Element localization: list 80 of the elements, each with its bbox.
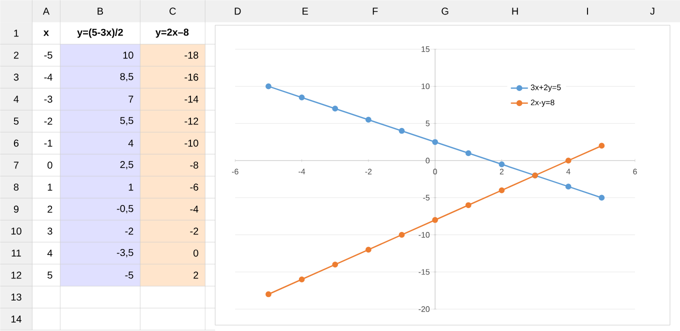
text: -4 xyxy=(44,74,52,81)
text: 12 xyxy=(11,272,22,279)
point xyxy=(298,276,305,282)
text: 3 xyxy=(48,228,52,235)
text: 1 xyxy=(48,184,52,191)
text: -2 xyxy=(125,228,134,235)
text: -12 xyxy=(184,118,198,125)
text: -18 xyxy=(184,52,198,59)
text: 7 xyxy=(14,162,18,169)
point xyxy=(298,94,305,100)
point xyxy=(598,142,605,149)
point xyxy=(498,161,505,168)
text: y=(5-3x)/2 xyxy=(77,28,123,38)
text: C xyxy=(170,8,176,15)
text: D xyxy=(234,8,241,15)
text: -6 xyxy=(190,184,198,191)
text: 0 xyxy=(48,162,52,169)
text: -3,5 xyxy=(116,248,134,258)
text: 0 xyxy=(193,250,198,257)
point xyxy=(465,150,472,156)
text: 3 xyxy=(14,74,19,81)
text: -2 xyxy=(190,228,198,235)
text: 10 xyxy=(11,228,22,235)
text: I xyxy=(587,8,588,15)
text: 7 xyxy=(128,96,134,103)
text: 4 xyxy=(47,250,52,256)
point xyxy=(266,83,272,90)
point xyxy=(266,291,272,298)
point xyxy=(565,184,572,190)
text: A xyxy=(42,8,50,15)
point xyxy=(598,194,605,201)
text: 13 xyxy=(11,294,22,301)
point xyxy=(365,246,372,253)
text: -16 xyxy=(184,74,198,81)
text: y=2x–8 xyxy=(155,28,189,38)
text: 8 xyxy=(14,184,19,191)
point xyxy=(398,128,405,134)
text: 5,5 xyxy=(120,117,134,126)
text: 1 xyxy=(128,184,134,191)
text: J xyxy=(650,8,654,15)
text: 9 xyxy=(14,206,19,213)
point xyxy=(332,262,338,268)
text: 2,5 xyxy=(120,160,134,170)
text: 14 xyxy=(11,316,22,322)
text: -1 xyxy=(44,140,52,147)
point xyxy=(432,139,438,145)
text: 5 xyxy=(14,118,19,125)
point xyxy=(498,187,505,194)
text: 10 xyxy=(123,52,134,59)
text: -4 xyxy=(190,206,198,213)
text: 2 xyxy=(14,52,18,59)
text: B xyxy=(98,8,103,15)
text: -10 xyxy=(184,140,198,147)
text: -5 xyxy=(125,272,134,279)
point xyxy=(365,116,372,123)
text: -2 xyxy=(44,118,52,125)
point xyxy=(432,217,438,223)
text: -8 xyxy=(190,162,198,169)
text: 1 xyxy=(14,30,18,37)
text: x xyxy=(43,30,49,36)
text: E xyxy=(302,8,308,15)
text: -14 xyxy=(184,96,198,103)
text: -5 xyxy=(44,52,52,59)
text: G xyxy=(442,8,448,15)
text: 4 xyxy=(128,140,134,147)
text: 8,5 xyxy=(120,73,134,82)
point xyxy=(332,106,338,112)
text: F xyxy=(372,8,378,15)
text: 5 xyxy=(48,272,52,279)
text: -3 xyxy=(44,96,52,103)
text: 11 xyxy=(12,250,21,256)
text: H xyxy=(512,8,518,15)
point xyxy=(565,158,572,164)
text: 2 xyxy=(194,272,198,279)
text: -0,5 xyxy=(116,204,134,214)
point xyxy=(398,232,405,238)
text: 6 xyxy=(14,140,19,147)
text: 4 xyxy=(14,96,19,103)
text: 2 xyxy=(48,206,52,213)
point xyxy=(465,202,472,208)
